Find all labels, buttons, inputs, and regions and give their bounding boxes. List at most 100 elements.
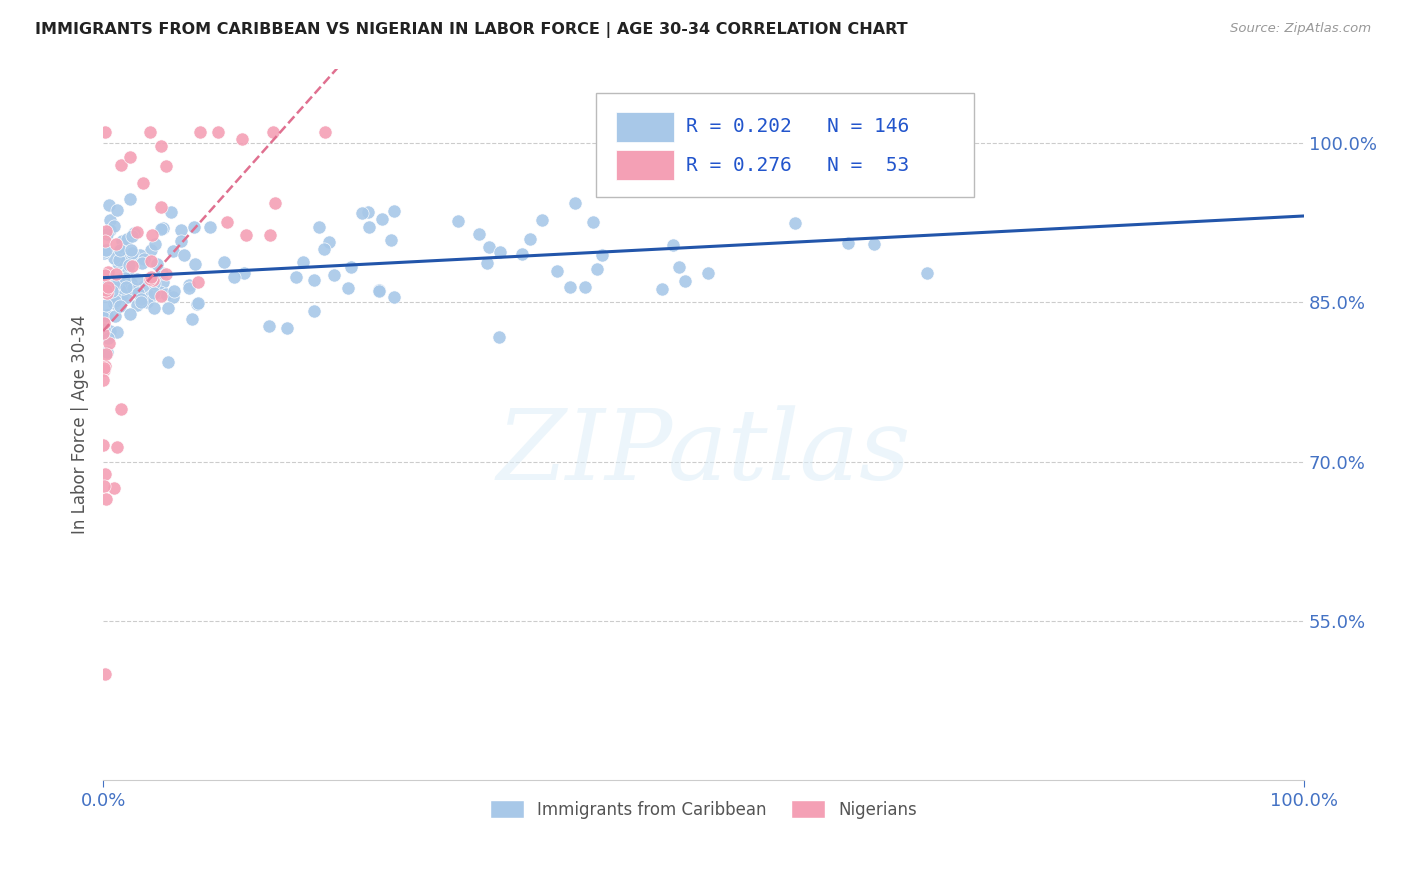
- Point: [143, 237, 166, 252]
- Point: [125, 225, 148, 239]
- Point: [98, 324, 121, 338]
- Point: [93, 374, 115, 388]
- Point: [120, 277, 142, 291]
- Point: [276, 321, 298, 335]
- Point: [217, 215, 239, 229]
- Point: [519, 232, 541, 246]
- Point: [94, 268, 117, 283]
- Point: [162, 244, 184, 259]
- Point: [94, 359, 117, 373]
- Point: [368, 285, 391, 299]
- Point: [558, 280, 581, 294]
- Point: [837, 235, 859, 250]
- Text: ZIPatlas: ZIPatlas: [496, 405, 911, 500]
- Point: [120, 243, 142, 257]
- Point: [384, 290, 406, 304]
- Point: [115, 232, 138, 246]
- Point: [262, 125, 284, 139]
- Point: [336, 281, 359, 295]
- Point: [142, 301, 165, 315]
- Point: [115, 282, 138, 296]
- Point: [97, 198, 120, 212]
- Point: [129, 294, 152, 309]
- Point: [114, 271, 136, 285]
- Point: [96, 308, 118, 322]
- Point: [574, 279, 596, 293]
- Point: [183, 219, 205, 234]
- Point: [135, 294, 157, 309]
- Point: [673, 274, 696, 288]
- Point: [188, 125, 211, 139]
- Point: [91, 310, 114, 325]
- Point: [105, 440, 128, 454]
- Point: [127, 272, 149, 286]
- Point: [586, 262, 609, 277]
- Point: [132, 279, 155, 293]
- Point: [160, 205, 183, 219]
- Point: [94, 467, 117, 481]
- Bar: [616, 112, 673, 142]
- Point: [110, 158, 132, 172]
- Point: [222, 270, 245, 285]
- Point: [371, 211, 394, 226]
- Point: [104, 277, 127, 291]
- Point: [259, 228, 281, 243]
- Point: [898, 157, 921, 171]
- Point: [350, 206, 373, 220]
- Point: [323, 268, 346, 283]
- Point: [103, 251, 125, 265]
- Point: [96, 345, 118, 359]
- Point: [110, 401, 132, 416]
- Text: Source: ZipAtlas.com: Source: ZipAtlas.com: [1230, 22, 1371, 36]
- Point: [91, 438, 114, 452]
- Point: [97, 280, 120, 294]
- Point: [232, 266, 254, 280]
- Point: [103, 481, 125, 495]
- Point: [93, 317, 115, 331]
- Point: [478, 240, 501, 254]
- Point: [530, 213, 553, 227]
- Point: [121, 228, 143, 243]
- Point: [100, 284, 122, 298]
- Point: [150, 138, 173, 153]
- Point: [163, 284, 186, 298]
- FancyBboxPatch shape: [596, 94, 974, 196]
- Point: [186, 297, 208, 311]
- Point: [94, 283, 117, 297]
- Point: [98, 212, 121, 227]
- Point: [173, 248, 195, 262]
- Point: [134, 292, 156, 306]
- Point: [284, 269, 307, 284]
- Point: [111, 234, 134, 248]
- Point: [117, 263, 139, 277]
- Point: [149, 288, 172, 302]
- Point: [157, 301, 180, 315]
- Point: [477, 256, 499, 270]
- Point: [105, 325, 128, 339]
- Point: [94, 347, 117, 361]
- Point: [187, 275, 209, 289]
- Point: [108, 244, 131, 258]
- Point: [93, 322, 115, 336]
- Point: [93, 234, 115, 248]
- Point: [259, 319, 281, 334]
- Point: [104, 278, 127, 293]
- Point: [91, 326, 114, 340]
- Point: [139, 254, 162, 268]
- Point: [108, 253, 131, 268]
- Point: [121, 245, 143, 260]
- Point: [668, 260, 690, 274]
- Point: [110, 299, 132, 313]
- Point: [340, 260, 363, 274]
- Point: [177, 281, 200, 295]
- Text: R = 0.202   N = 146: R = 0.202 N = 146: [686, 118, 908, 136]
- Point: [118, 150, 141, 164]
- Point: [111, 277, 134, 292]
- Point: [302, 273, 325, 287]
- Y-axis label: In Labor Force | Age 30-34: In Labor Force | Age 30-34: [72, 315, 89, 534]
- Point: [235, 227, 257, 242]
- Point: [103, 219, 125, 234]
- Point: [318, 235, 340, 250]
- Point: [105, 202, 128, 217]
- Point: [380, 233, 402, 247]
